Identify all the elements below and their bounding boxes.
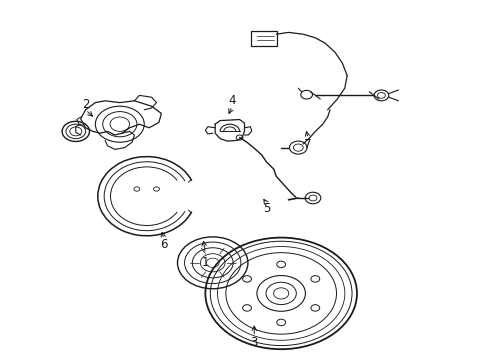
Text: 2: 2 <box>81 98 89 111</box>
Text: 7: 7 <box>304 138 311 150</box>
Text: 5: 5 <box>262 202 270 215</box>
Text: 6: 6 <box>160 238 167 251</box>
Text: 1: 1 <box>201 256 209 269</box>
Text: 3: 3 <box>250 336 258 348</box>
Text: 4: 4 <box>228 94 236 107</box>
